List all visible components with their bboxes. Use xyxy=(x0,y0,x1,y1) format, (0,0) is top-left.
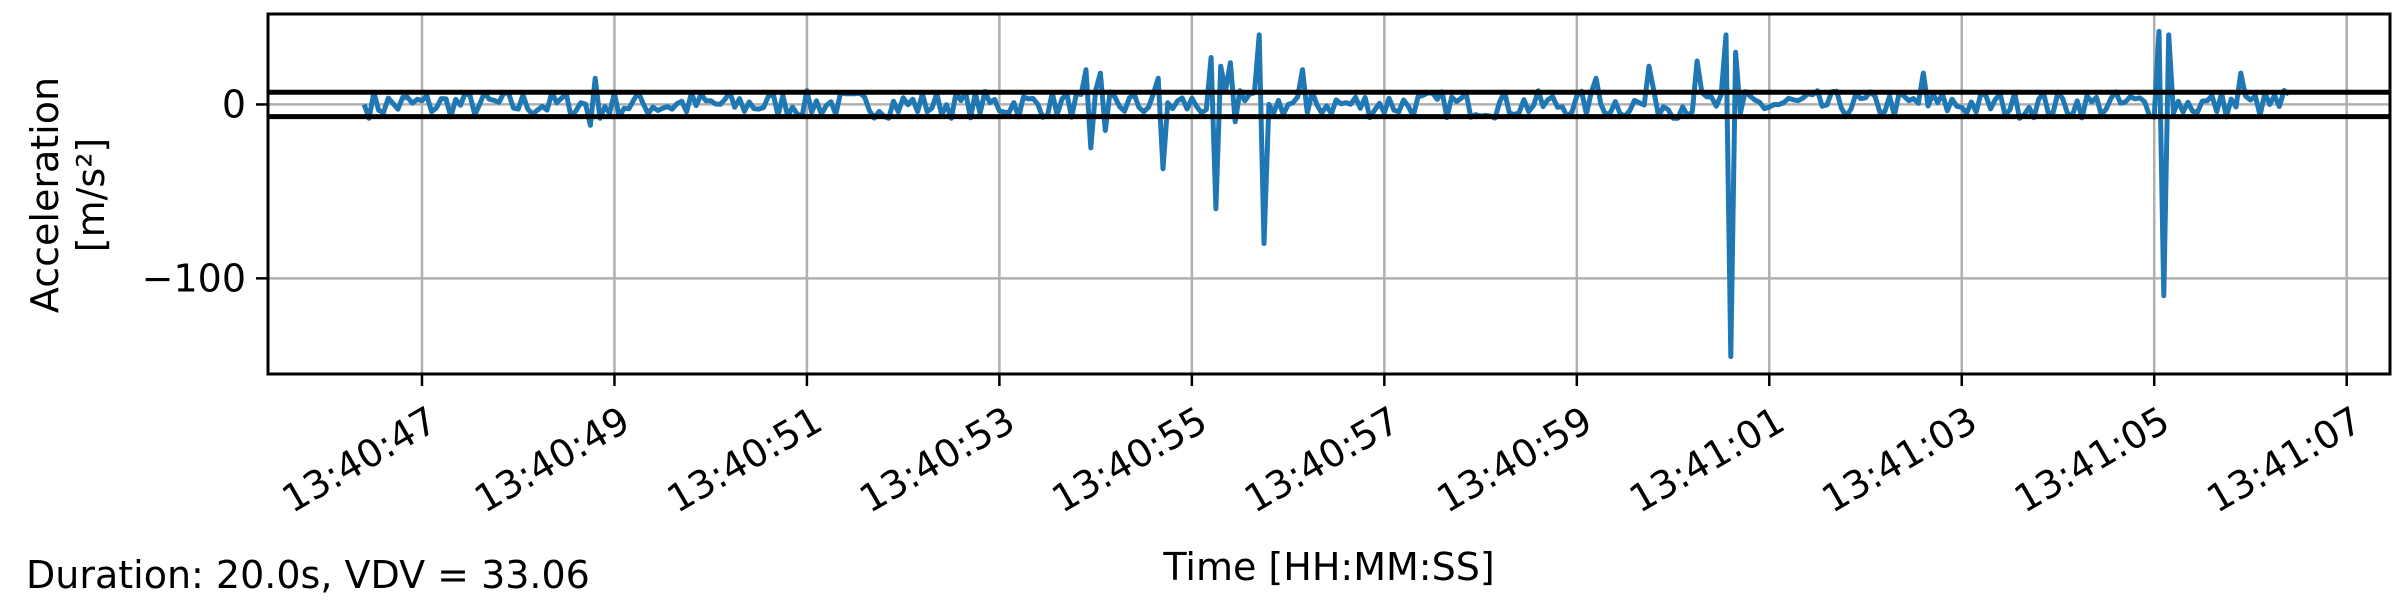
y-axis-unit: [m/s²] xyxy=(69,138,113,253)
x-tick-label: 13:40:47 xyxy=(275,398,445,521)
x-tick-label: 13:41:05 xyxy=(2007,398,2177,521)
x-tick-label: 13:40:51 xyxy=(660,398,830,521)
x-tick-label: 13:41:07 xyxy=(2199,398,2369,521)
x-tick-label: 13:41:01 xyxy=(1622,398,1792,521)
x-tick-label: 13:40:57 xyxy=(1237,398,1407,521)
plot-frame xyxy=(266,12,2392,376)
threshold-lines xyxy=(268,89,2390,120)
y-axis-unit-group: [m/s²] xyxy=(69,138,113,253)
y-tick-label: 0 xyxy=(222,82,246,126)
x-tick-label: 13:40:55 xyxy=(1045,398,1215,521)
y-axis-ticks: 0 −100 xyxy=(142,82,268,300)
x-tick-label: 13:41:03 xyxy=(1814,398,1984,521)
x-tick-label: 13:40:49 xyxy=(467,398,637,521)
y-axis-label-group: Acceleration xyxy=(23,77,67,313)
x-axis-label: Time [HH:MM:SS] xyxy=(1162,545,1494,589)
y-axis-label: Acceleration xyxy=(23,77,67,313)
x-tick-label: 13:40:59 xyxy=(1430,398,1600,521)
x-tick-label: 13:40:53 xyxy=(852,398,1022,521)
acceleration-series-line xyxy=(361,28,2291,360)
x-axis-ticks: 13:40:47 13:40:49 13:40:51 13:40:53 13:40:55… xyxy=(275,374,2369,521)
grid-lines xyxy=(268,14,2390,374)
duration-vdv-summary: Duration: 20.0s, VDV = 33.06 xyxy=(26,553,590,597)
series-layer xyxy=(361,28,2291,360)
y-tick-label: −100 xyxy=(142,256,246,300)
